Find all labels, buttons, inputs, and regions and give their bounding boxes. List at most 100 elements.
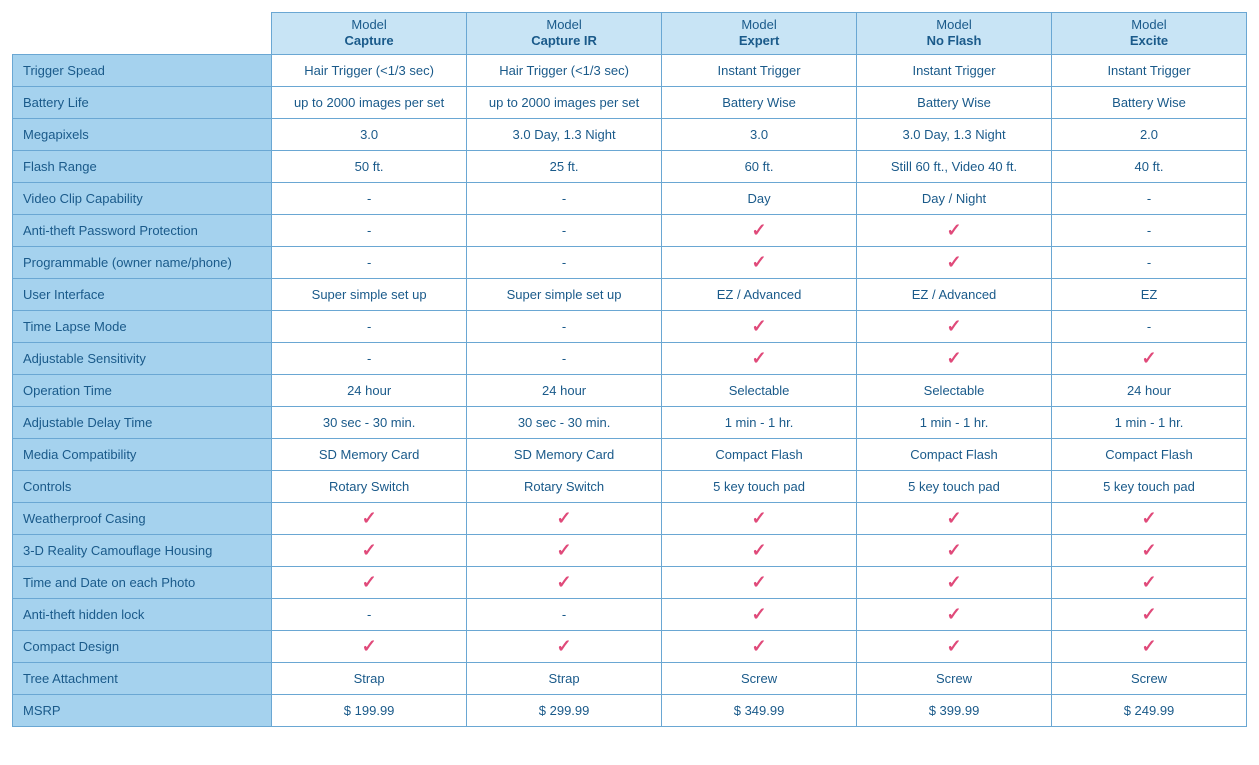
cell: - bbox=[272, 182, 467, 214]
cell: Battery Wise bbox=[857, 86, 1052, 118]
cell: 5 key touch pad bbox=[1052, 470, 1247, 502]
model-prefix: Model bbox=[1058, 17, 1240, 33]
cell: ✓ bbox=[662, 630, 857, 662]
check-icon: ✓ bbox=[752, 636, 767, 656]
model-name: Capture IR bbox=[473, 33, 655, 49]
cell: 50 ft. bbox=[272, 150, 467, 182]
model-header: Model Capture IR bbox=[467, 13, 662, 55]
cell: - bbox=[467, 598, 662, 630]
row-label: Anti-theft hidden lock bbox=[13, 598, 272, 630]
cell: Strap bbox=[467, 662, 662, 694]
row-label: Adjustable Sensitivity bbox=[13, 342, 272, 374]
check-icon: ✓ bbox=[557, 508, 572, 528]
row-label: Adjustable Delay Time bbox=[13, 406, 272, 438]
check-icon: ✓ bbox=[362, 636, 377, 656]
cell: ✓ bbox=[662, 246, 857, 278]
table-row: MSRP$ 199.99$ 299.99$ 349.99$ 399.99$ 24… bbox=[13, 694, 1247, 726]
check-icon: ✓ bbox=[1141, 348, 1156, 368]
cell: ✓ bbox=[662, 598, 857, 630]
cell: Still 60 ft., Video 40 ft. bbox=[857, 150, 1052, 182]
cell: up to 2000 images per set bbox=[467, 86, 662, 118]
row-label: Megapixels bbox=[13, 118, 272, 150]
cell: - bbox=[272, 598, 467, 630]
cell: Instant Trigger bbox=[1052, 54, 1247, 86]
cell: 1 min - 1 hr. bbox=[857, 406, 1052, 438]
check-icon: ✓ bbox=[946, 636, 961, 656]
cell: up to 2000 images per set bbox=[272, 86, 467, 118]
model-header: Model Expert bbox=[662, 13, 857, 55]
table-row: Anti-theft Password Protection--✓✓- bbox=[13, 214, 1247, 246]
cell: ✓ bbox=[467, 630, 662, 662]
check-icon: ✓ bbox=[752, 220, 767, 240]
cell: - bbox=[1052, 214, 1247, 246]
row-label: Time Lapse Mode bbox=[13, 310, 272, 342]
cell: $ 199.99 bbox=[272, 694, 467, 726]
check-icon: ✓ bbox=[557, 636, 572, 656]
cell: ✓ bbox=[272, 630, 467, 662]
cell: ✓ bbox=[1052, 630, 1247, 662]
check-icon: ✓ bbox=[946, 348, 961, 368]
check-icon: ✓ bbox=[1141, 572, 1156, 592]
cell: - bbox=[467, 182, 662, 214]
row-label: User Interface bbox=[13, 278, 272, 310]
cell: Day / Night bbox=[857, 182, 1052, 214]
row-label: Video Clip Capability bbox=[13, 182, 272, 214]
check-icon: ✓ bbox=[362, 572, 377, 592]
cell: Instant Trigger bbox=[662, 54, 857, 86]
cell: - bbox=[467, 246, 662, 278]
cell: ✓ bbox=[272, 566, 467, 598]
cell: Screw bbox=[662, 662, 857, 694]
model-name: No Flash bbox=[863, 33, 1045, 49]
cell: Selectable bbox=[857, 374, 1052, 406]
cell: 1 min - 1 hr. bbox=[662, 406, 857, 438]
cell: ✓ bbox=[857, 246, 1052, 278]
check-icon: ✓ bbox=[362, 540, 377, 560]
check-icon: ✓ bbox=[752, 604, 767, 624]
table-row: Video Clip Capability--DayDay / Night- bbox=[13, 182, 1247, 214]
cell: - bbox=[1052, 182, 1247, 214]
cell: ✓ bbox=[857, 214, 1052, 246]
check-icon: ✓ bbox=[752, 316, 767, 336]
cell: EZ bbox=[1052, 278, 1247, 310]
check-icon: ✓ bbox=[752, 508, 767, 528]
cell: ✓ bbox=[857, 630, 1052, 662]
model-prefix: Model bbox=[278, 17, 460, 33]
cell: ✓ bbox=[662, 310, 857, 342]
cell: Rotary Switch bbox=[467, 470, 662, 502]
cell: Screw bbox=[1052, 662, 1247, 694]
model-header: Model Capture bbox=[272, 13, 467, 55]
cell: $ 399.99 bbox=[857, 694, 1052, 726]
model-prefix: Model bbox=[668, 17, 850, 33]
row-label: Weatherproof Casing bbox=[13, 502, 272, 534]
model-header: Model No Flash bbox=[857, 13, 1052, 55]
cell: ✓ bbox=[857, 310, 1052, 342]
cell: Hair Trigger (<1/3 sec) bbox=[272, 54, 467, 86]
cell: ✓ bbox=[662, 566, 857, 598]
cell: ✓ bbox=[467, 534, 662, 566]
cell: ✓ bbox=[272, 534, 467, 566]
cell: ✓ bbox=[857, 502, 1052, 534]
table-row: Weatherproof Casing✓✓✓✓✓ bbox=[13, 502, 1247, 534]
row-label: Time and Date on each Photo bbox=[13, 566, 272, 598]
table-row: Time and Date on each Photo✓✓✓✓✓ bbox=[13, 566, 1247, 598]
model-prefix: Model bbox=[863, 17, 1045, 33]
cell: 24 hour bbox=[272, 374, 467, 406]
check-icon: ✓ bbox=[557, 572, 572, 592]
check-icon: ✓ bbox=[1141, 604, 1156, 624]
cell: $ 249.99 bbox=[1052, 694, 1247, 726]
table-row: Adjustable Delay Time30 sec - 30 min.30 … bbox=[13, 406, 1247, 438]
cell: - bbox=[467, 214, 662, 246]
check-icon: ✓ bbox=[752, 348, 767, 368]
cell: Super simple set up bbox=[272, 278, 467, 310]
table-row: Tree AttachmentStrapStrapScrewScrewScrew bbox=[13, 662, 1247, 694]
row-label: Tree Attachment bbox=[13, 662, 272, 694]
cell: ✓ bbox=[662, 534, 857, 566]
cell: - bbox=[272, 214, 467, 246]
row-label: Flash Range bbox=[13, 150, 272, 182]
cell: ✓ bbox=[662, 214, 857, 246]
cell: Super simple set up bbox=[467, 278, 662, 310]
row-label: MSRP bbox=[13, 694, 272, 726]
check-icon: ✓ bbox=[946, 220, 961, 240]
check-icon: ✓ bbox=[946, 508, 961, 528]
cell: EZ / Advanced bbox=[857, 278, 1052, 310]
